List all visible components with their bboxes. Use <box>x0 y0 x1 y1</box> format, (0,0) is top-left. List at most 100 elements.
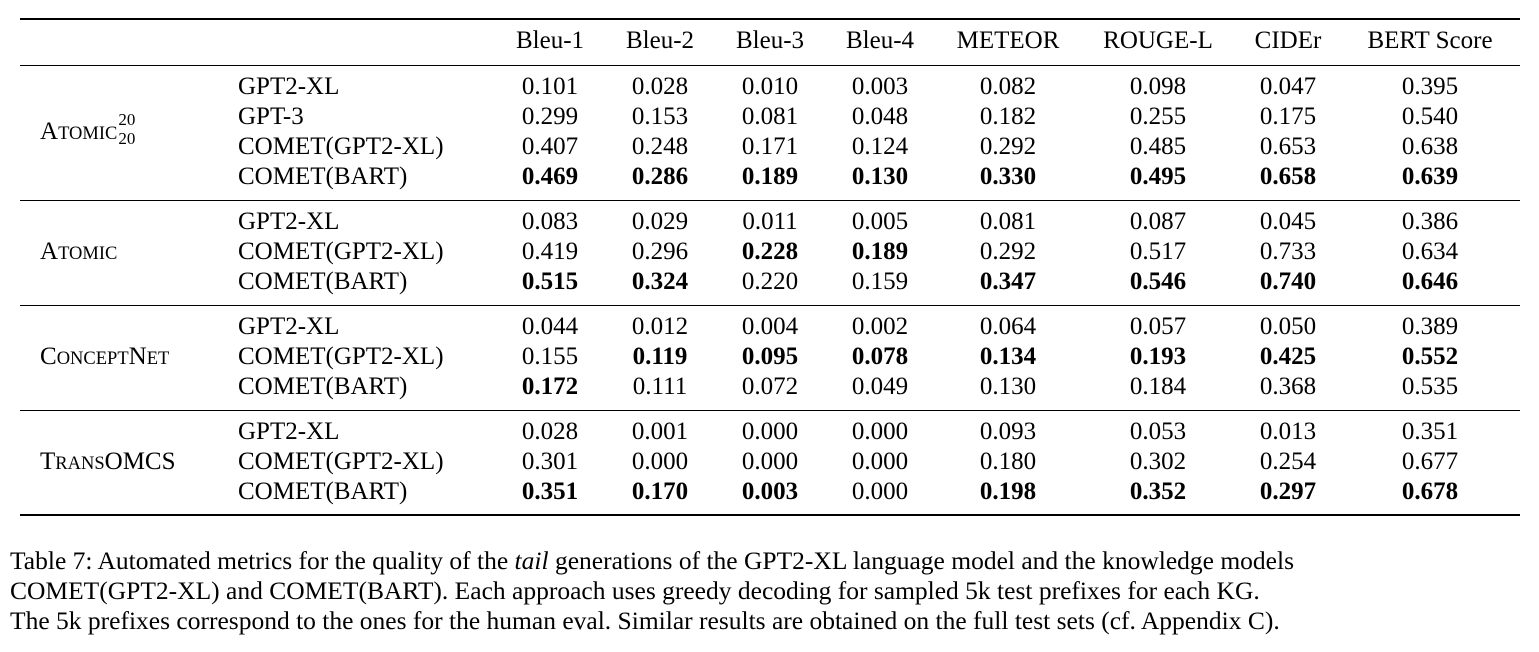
kg-label: TRANSOMCS <box>40 447 176 479</box>
column-header: CIDEr <box>1254 27 1322 54</box>
metric-value: 0.198 <box>979 478 1037 505</box>
model-name: GPT2-XL <box>238 313 340 340</box>
metric-value: 0.130 <box>851 163 909 190</box>
column-header: Bleu-2 <box>625 27 695 54</box>
kg-label-text: ET <box>146 349 170 369</box>
metric-value: 0.515 <box>521 268 579 295</box>
metric-value: 0.170 <box>631 478 689 505</box>
metric-value: 0.134 <box>979 343 1037 370</box>
top-rule <box>20 18 1520 20</box>
caption-text: generations of the GPT2-XL language mode… <box>548 546 1295 575</box>
kg-label-text: N <box>128 343 147 370</box>
kg-label: CONCEPTNET <box>40 342 169 374</box>
metric-value: 0.395 <box>1401 73 1459 100</box>
metric-value: 0.658 <box>1259 163 1317 190</box>
metric-value: 0.733 <box>1259 238 1317 265</box>
bottom-rule <box>20 514 1520 516</box>
metric-value: 0.540 <box>1401 103 1459 130</box>
kg-label-superscript: 20 <box>118 110 136 129</box>
metric-value: 0.049 <box>851 373 909 400</box>
metric-value: 0.292 <box>979 133 1037 160</box>
metric-value: 0.286 <box>631 163 689 190</box>
metric-value: 0.248 <box>631 133 689 160</box>
metric-value: 0.302 <box>1129 448 1187 475</box>
kg-label-subscript: 20 <box>118 129 136 148</box>
metric-value: 0.000 <box>851 448 909 475</box>
group-rule <box>20 410 1520 411</box>
metric-value: 0.299 <box>521 103 579 130</box>
model-name: GPT2-XL <box>238 418 340 445</box>
metric-value: 0.010 <box>741 73 799 100</box>
metric-value: 0.081 <box>741 103 799 130</box>
model-name: COMET(GPT2-XL) <box>238 238 444 265</box>
column-header: METEOR <box>956 27 1060 54</box>
metric-value: 0.552 <box>1401 343 1459 370</box>
metric-value: 0.469 <box>521 163 579 190</box>
group-rule <box>20 305 1520 306</box>
metric-value: 0.124 <box>851 133 909 160</box>
metric-value: 0.044 <box>521 313 579 340</box>
metric-value: 0.254 <box>1259 448 1317 475</box>
metric-value: 0.130 <box>979 373 1037 400</box>
kg-label-text: T <box>40 448 56 475</box>
model-name: COMET(BART) <box>238 163 408 190</box>
metric-value: 0.050 <box>1259 313 1317 340</box>
metric-value: 0.000 <box>631 448 689 475</box>
metric-value: 0.347 <box>979 268 1037 295</box>
metric-value: 0.053 <box>1129 418 1187 445</box>
metric-value: 0.029 <box>631 208 689 235</box>
metric-value: 0.057 <box>1129 313 1187 340</box>
column-header: Bleu-4 <box>845 27 915 54</box>
metric-value: 0.072 <box>741 373 799 400</box>
metric-value: 0.083 <box>521 208 579 235</box>
metric-value: 0.425 <box>1259 343 1317 370</box>
metric-value: 0.078 <box>851 343 909 370</box>
kg-label: ATOMIC 20 20 <box>40 111 141 149</box>
metric-value: 0.082 <box>979 73 1037 100</box>
metric-value: 0.159 <box>851 268 909 295</box>
metric-value: 0.000 <box>741 418 799 445</box>
metric-value: 0.153 <box>631 103 689 130</box>
metric-value: 0.419 <box>521 238 579 265</box>
kg-label-text: TOMIC <box>58 244 118 264</box>
metric-value: 0.000 <box>741 448 799 475</box>
metric-value: 0.678 <box>1401 478 1459 505</box>
metric-value: 0.171 <box>741 133 799 160</box>
metric-value: 0.111 <box>632 373 688 400</box>
metric-value: 0.184 <box>1129 373 1187 400</box>
metric-value: 0.389 <box>1401 313 1459 340</box>
metric-value: 0.000 <box>851 478 909 505</box>
column-header: ROUGE-L <box>1103 27 1213 54</box>
model-name: GPT-3 <box>238 103 304 130</box>
model-name: COMET(BART) <box>238 478 408 505</box>
metric-value: 0.064 <box>979 313 1037 340</box>
metric-value: 0.028 <box>631 73 689 100</box>
metric-value: 0.180 <box>979 448 1037 475</box>
column-header: Bleu-3 <box>735 27 805 54</box>
metric-value: 0.639 <box>1401 163 1459 190</box>
caption-text: Table 7: Automated metrics for the quali… <box>10 546 515 575</box>
kg-label-text: OMCS <box>104 448 176 475</box>
model-name: COMET(GPT2-XL) <box>238 343 444 370</box>
metric-value: 0.386 <box>1401 208 1459 235</box>
metric-value: 0.002 <box>851 313 909 340</box>
metric-value: 0.028 <box>521 418 579 445</box>
metric-value: 0.087 <box>1129 208 1187 235</box>
metric-value: 0.351 <box>1401 418 1459 445</box>
metric-value: 0.189 <box>851 238 909 265</box>
metric-value: 0.297 <box>1259 478 1317 505</box>
metric-value: 0.004 <box>741 313 799 340</box>
metric-value: 0.012 <box>631 313 689 340</box>
metric-value: 0.324 <box>631 268 689 295</box>
model-name: COMET(BART) <box>238 373 408 400</box>
metric-value: 0.220 <box>741 268 799 295</box>
kg-label-scripts: 20 20 <box>117 111 141 148</box>
caption-italic: tail <box>514 546 549 575</box>
model-name: COMET(GPT2-XL) <box>238 448 444 475</box>
metric-value: 0.677 <box>1401 448 1459 475</box>
metric-value: 0.000 <box>851 418 909 445</box>
kg-label-text: TOMIC <box>58 124 118 144</box>
model-name: COMET(BART) <box>238 268 408 295</box>
caption-text: The 5k prefixes correspond to the ones f… <box>10 606 1280 635</box>
column-header: BERT Score <box>1367 27 1493 54</box>
